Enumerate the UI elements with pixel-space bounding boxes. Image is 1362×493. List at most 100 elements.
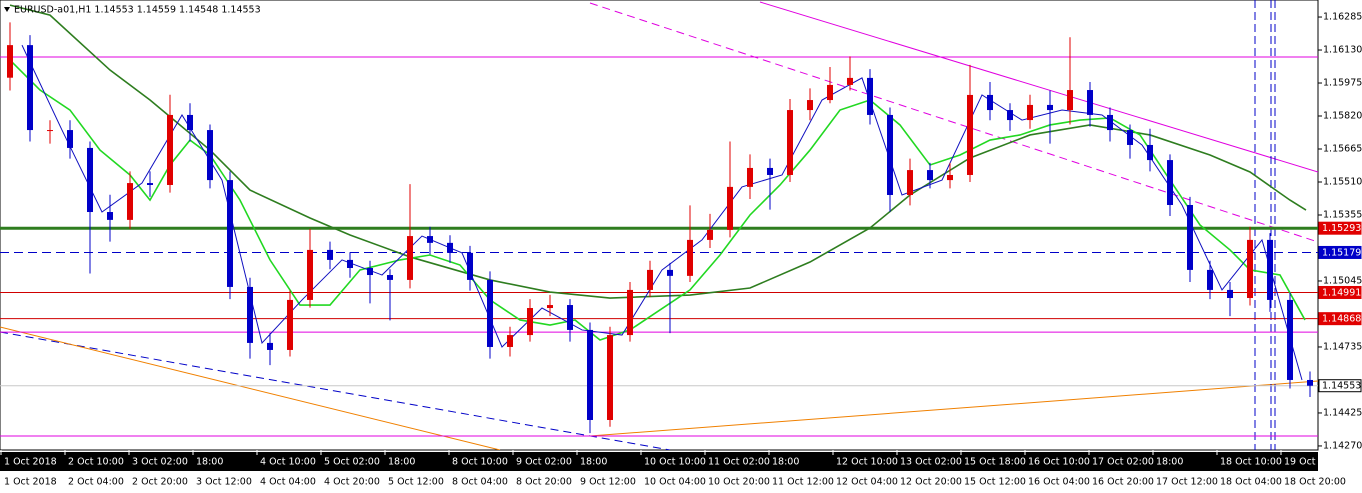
- x-tick-label: 9 Oct 02:00: [516, 457, 572, 468]
- candle-body: [627, 289, 633, 336]
- candle-body: [867, 77, 873, 115]
- x-tick-label: 1 Oct 2018: [4, 477, 57, 488]
- candle-body: [1207, 269, 1213, 290]
- candle-body: [487, 279, 493, 347]
- candle-body: [747, 167, 753, 187]
- candle-body: [467, 252, 473, 280]
- candle-body: [327, 249, 333, 260]
- candle-body: [507, 335, 513, 347]
- x-tick-label: 2 Oct 04:00: [68, 477, 124, 488]
- price-box-label: 1.15293: [1322, 223, 1361, 234]
- x-tick-label: 16 Oct 10:00: [1028, 457, 1090, 468]
- candle-body: [707, 229, 713, 240]
- x-tick-label: 19 Oct 0: [1284, 457, 1325, 468]
- x-tick-label: 4 Oct 10:00: [260, 457, 316, 468]
- candle-body: [227, 180, 233, 287]
- candle-body: [527, 308, 533, 336]
- candle-body: [367, 267, 373, 276]
- time-axis-band: [0, 452, 1318, 471]
- x-tick-label: 17 Oct 12:00: [1156, 477, 1218, 488]
- x-tick-label: 3 Oct 02:00: [132, 457, 188, 468]
- price-box-label: 1.14991: [1322, 287, 1361, 298]
- candle-body: [807, 100, 813, 111]
- trendline: [0, 331, 671, 450]
- x-tick-label: 4 Oct 04:00: [260, 477, 316, 488]
- candle-body: [47, 130, 53, 132]
- y-tick-label: 1.14425: [1323, 407, 1362, 418]
- y-tick-label: 1.15975: [1323, 78, 1362, 89]
- y-tick-label: 1.15045: [1323, 275, 1362, 286]
- price-box-label: 1.14553: [1322, 381, 1361, 392]
- y-tick-label: 1.16130: [1323, 45, 1362, 56]
- candle-body: [87, 147, 93, 213]
- x-tick-label: 18 Oct 20:00: [1284, 477, 1346, 488]
- chart-title: EURUSD-a01,H1 1.14553 1.14559 1.14548 1.…: [14, 5, 261, 16]
- candle-body: [307, 249, 313, 300]
- x-tick-label: 5 Oct 02:00: [324, 457, 380, 468]
- y-tick-label: 1.15820: [1323, 111, 1362, 122]
- candle-body: [1267, 239, 1273, 300]
- x-tick-label: 15 Oct 12:00: [964, 477, 1026, 488]
- x-tick-label: 11 Oct 12:00: [772, 477, 834, 488]
- x-tick-label: 10 Oct 10:00: [644, 457, 706, 468]
- candle-body: [1187, 204, 1193, 270]
- candle-body: [947, 174, 953, 181]
- trendline: [759, 1, 1318, 173]
- candle-body: [647, 269, 653, 290]
- candle-body: [427, 236, 433, 243]
- candle-body: [1147, 144, 1153, 161]
- x-tick-label: 10 Oct 04:00: [644, 477, 706, 488]
- candle-body: [347, 259, 353, 268]
- trendline: [589, 380, 1318, 437]
- candle-body: [567, 305, 573, 330]
- x-tick-label: 16 Oct 20:00: [1092, 477, 1154, 488]
- x-tick-label: 12 Oct 04:00: [836, 477, 898, 488]
- price-box-label: 1.14868: [1322, 314, 1361, 325]
- candle-body: [767, 167, 773, 175]
- x-tick-label: 2 Oct 20:00: [132, 477, 188, 488]
- x-tick-label: 16 Oct 04:00: [1028, 477, 1090, 488]
- collapse-icon: [4, 7, 10, 12]
- x-tick-label: 8 Oct 04:00: [452, 477, 508, 488]
- x-tick-label: 18 Oct 10:00: [1220, 457, 1282, 468]
- candle-body: [1287, 299, 1293, 380]
- x-tick-label: 18 Oct 04:00: [1220, 477, 1282, 488]
- candle-body: [607, 335, 613, 420]
- x-tick-label: 12 Oct 10:00: [836, 457, 898, 468]
- plot-area: [0, 0, 1319, 451]
- candle-body: [1167, 160, 1173, 205]
- price-box: [1318, 379, 1362, 393]
- candle-body: [447, 242, 453, 253]
- candle-body: [1027, 104, 1033, 121]
- x-tick-label: 17 Oct 02:00: [1092, 457, 1154, 468]
- y-tick-label: 1.15510: [1323, 177, 1362, 188]
- x-tick-label: 15 Oct 18:00: [964, 457, 1026, 468]
- y-tick-label: 1.16285: [1323, 12, 1362, 23]
- x-tick-label: 8 Oct 20:00: [516, 477, 572, 488]
- price-box: [1318, 245, 1362, 259]
- x-tick-label: 18:00: [196, 457, 223, 468]
- candle-body: [687, 239, 693, 276]
- x-tick-label: 9 Oct 12:00: [580, 477, 636, 488]
- x-tick-label: 12 Oct 20:00: [900, 477, 962, 488]
- candle-body: [827, 84, 833, 101]
- price-box: [1318, 312, 1362, 326]
- candle-body: [927, 170, 933, 181]
- candle-body: [1107, 114, 1113, 131]
- y-tick-label: 1.15355: [1323, 209, 1362, 220]
- candle-body: [27, 45, 33, 131]
- candle-body: [127, 183, 133, 220]
- candle-body: [1067, 90, 1073, 111]
- x-tick-label: 18:00: [580, 457, 607, 468]
- price-box-label: 1.15179: [1322, 247, 1361, 258]
- x-tick-label: 18:00: [388, 457, 415, 468]
- candle-body: [147, 183, 153, 185]
- candle-body: [667, 269, 673, 276]
- candle-body: [887, 114, 893, 195]
- candle-body: [1247, 239, 1253, 299]
- candle-body: [1307, 379, 1313, 386]
- y-tick-label: 1.14270: [1323, 440, 1362, 451]
- candle-body: [587, 329, 593, 420]
